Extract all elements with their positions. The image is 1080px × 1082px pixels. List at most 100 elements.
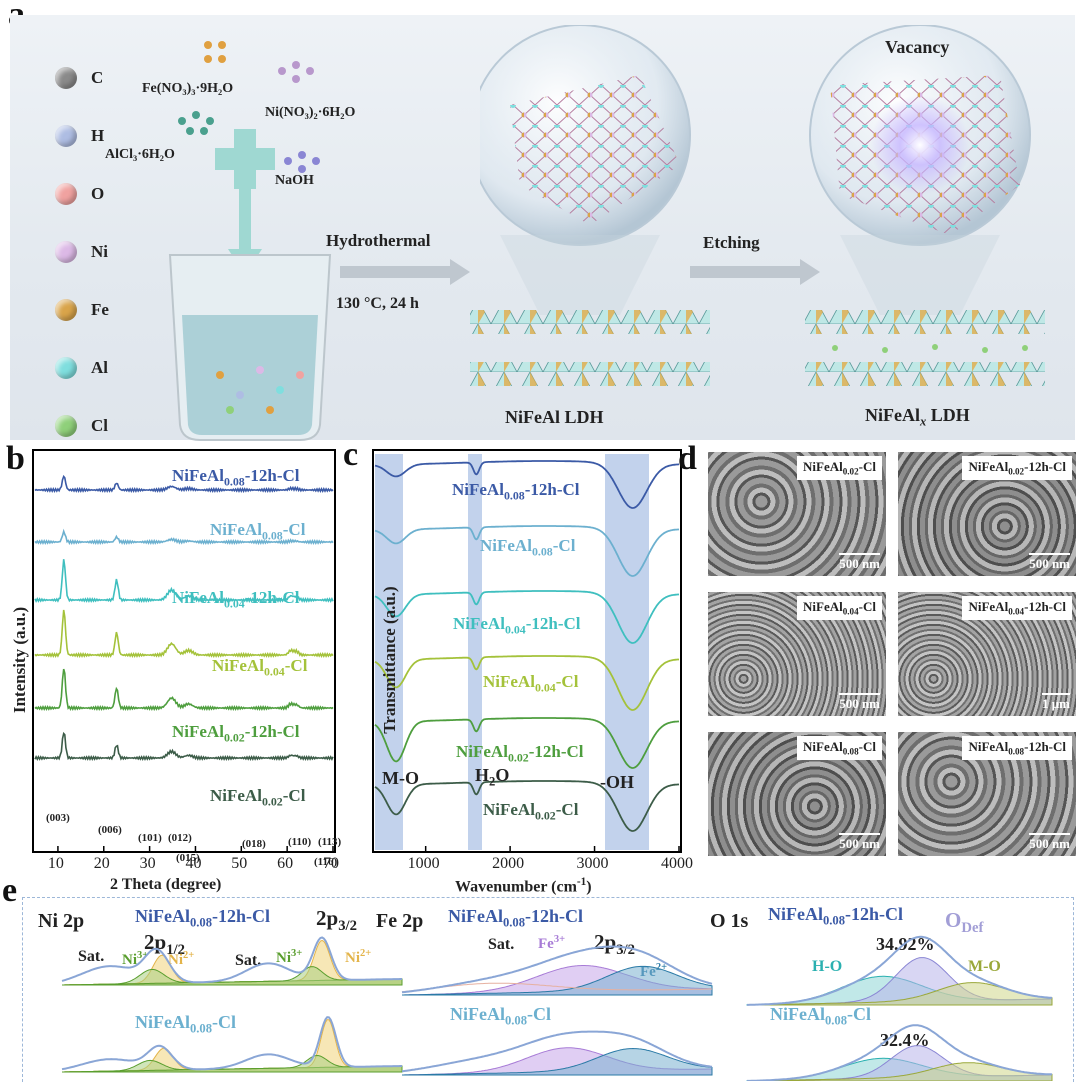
legend-item-ni: Ni xyxy=(55,239,108,265)
ftir-xtick-label: 4000 xyxy=(661,855,693,872)
ftir-series-label: NiFeAl0.04-12h-Cl xyxy=(453,614,581,637)
xps-ni2-2: Ni2+ xyxy=(345,948,372,966)
xrd-xtick-label: 60 xyxy=(277,855,294,872)
ftir-xtick-label: 3000 xyxy=(576,855,609,872)
xps-fe-title: Fe 2p xyxy=(376,910,424,932)
xrd-series-line xyxy=(34,731,334,762)
panel-label-d: d xyxy=(678,440,697,477)
legend-label: H xyxy=(91,126,105,145)
ftir-series-line xyxy=(374,717,680,769)
xrd-series-label: NiFeAl0.08-Cl xyxy=(210,520,306,543)
xrd-ylabel: Intensity (a.u.) xyxy=(10,606,29,714)
xrd-xtick-label: 70 xyxy=(323,855,339,872)
step-hydrothermal: Hydrothermal xyxy=(326,231,431,250)
xrd-peak-label: (006) xyxy=(98,824,122,836)
ftir-chart xyxy=(372,449,682,853)
ftir-series-label: NiFeAl0.02-12h-Cl xyxy=(456,742,584,765)
reagent-fe-nitrate: Fe(NO₃)₃·9H₂O xyxy=(142,81,234,96)
xrd-series-line xyxy=(34,559,334,604)
xps-curve xyxy=(747,1024,1053,1081)
plus-arrow-icon xyxy=(215,129,275,275)
ftir-band-oh: -OH xyxy=(600,772,634,792)
sem-scale-bar: 500 nm xyxy=(839,833,880,852)
xps-o-def: ODef xyxy=(945,908,984,937)
xrd-peak-label: (003) xyxy=(46,812,70,824)
legend-item-cl: Cl xyxy=(55,413,108,439)
xps-ni-sample-top: NiFeAl0.08-12h-Cl xyxy=(135,906,271,930)
xps-o-title: O 1s xyxy=(710,910,749,932)
xps-ni-2p32: 2p3/2 xyxy=(316,906,357,935)
xps-curve xyxy=(61,936,402,984)
xps-spectra xyxy=(61,935,1053,1081)
xrd-peak-label: (012) xyxy=(168,832,192,844)
xps-ni-sat-2: Sat. xyxy=(235,952,262,969)
xrd-series-label: NiFeAl0.02-Cl xyxy=(210,786,306,809)
xps-fe-sample-top: NiFeAl0.08-12h-Cl xyxy=(448,906,584,930)
step-hydrothermal-condition: 130 °C, 24 h xyxy=(336,295,419,312)
xrd-peak-label: (110) xyxy=(288,836,312,848)
sem-scale-bar: 500 nm xyxy=(1029,833,1070,852)
xps-o-sample-top: NiFeAl0.08-12h-Cl xyxy=(768,904,904,928)
legend-item-fe: Fe xyxy=(55,297,109,323)
sem-image: NiFeAl0.02-12h-Cl 500 nm xyxy=(898,452,1076,576)
reagent-ni-nitrate: Ni(NO₃)₂·6H₂O xyxy=(265,105,356,120)
ftir-series-label: NiFeAl0.08-12h-Cl xyxy=(452,480,580,503)
sem-sample-label: NiFeAl0.02-Cl xyxy=(797,456,882,480)
xps-curve xyxy=(401,945,713,994)
xrd-xtick-label: 30 xyxy=(139,855,156,872)
atom-ball-icon xyxy=(55,299,77,321)
xps-o-sample-bottom: NiFeAl0.08-Cl xyxy=(770,1004,872,1028)
panel-label-b: b xyxy=(6,440,25,477)
xrd-peak-label: (116) xyxy=(314,856,338,868)
panel-label-e: e xyxy=(2,872,18,909)
xrd-peak-label: (113) xyxy=(318,836,342,848)
panel-e-xps xyxy=(22,897,1074,1082)
xrd-series-label: NiFeAl0.04-12h-Cl xyxy=(172,588,300,611)
legend-label: Al xyxy=(91,358,108,377)
reagent-particles xyxy=(178,41,320,173)
xps-fe-sample-bottom: NiFeAl0.08-Cl xyxy=(450,1004,552,1028)
ftir-series-line xyxy=(374,590,680,644)
product-nifealx-ldh: NiFeAlx LDH xyxy=(865,405,970,429)
ftir-series-line xyxy=(374,780,680,832)
sem-image: NiFeAl0.02-Cl 500 nm xyxy=(708,452,886,576)
xps-curve xyxy=(401,1030,713,1073)
legend-item-c: C xyxy=(55,65,103,91)
xps-o-ho: H-O xyxy=(812,958,843,975)
atom-ball-icon xyxy=(55,241,77,263)
xps-ni3-1: Ni3+ xyxy=(122,950,149,968)
xrd-series-label: NiFeAl0.02-12h-Cl xyxy=(172,722,300,745)
step-etching: Etching xyxy=(703,233,760,252)
ftir-xlabel: Wavenumber (cm-1) xyxy=(455,876,592,896)
panel-a-schematic: C H O Ni Fe Al Cl Fe(NO₃)₃·9H₂O Ni(NO₃)₂·6H₂O … xyxy=(10,15,1075,441)
xrd-xtick-label: 40 xyxy=(185,855,202,872)
xps-fe3: Fe3+ xyxy=(538,934,566,952)
ldh-layers xyxy=(470,310,1045,386)
sem-scale-bar: 1 μm xyxy=(1042,693,1070,712)
vacancy-label: Vacancy xyxy=(885,37,950,57)
sem-scale-bar: 500 nm xyxy=(839,553,880,572)
xrd-xtick-label: 20 xyxy=(93,855,110,872)
sem-scale-bar: 500 nm xyxy=(1029,553,1070,572)
beaker-icon xyxy=(168,254,332,441)
ftir-series-label: NiFeAl0.02-Cl xyxy=(483,800,579,823)
ftir-ylabel: Transmittance (a.u.) xyxy=(380,586,399,734)
ftir-band-mo: M-O xyxy=(382,768,419,788)
sem-image: NiFeAl0.08-12h-Cl 500 nm xyxy=(898,732,1076,856)
ftir-series-line xyxy=(374,655,679,711)
xrd-series-line xyxy=(34,668,334,712)
xps-curve xyxy=(402,1047,713,1076)
legend-label: Fe xyxy=(91,300,109,319)
sem-sample-label: NiFeAl0.02-12h-Cl xyxy=(962,456,1072,480)
xrd-peak-label: (015) xyxy=(176,852,200,864)
legend-label: O xyxy=(91,184,105,203)
xrd-peak-label: (018) xyxy=(242,838,266,850)
sem-sample-label: NiFeAl0.08-Cl xyxy=(797,736,882,760)
legend-label: Ni xyxy=(91,242,108,261)
sem-sample-label: NiFeAl0.08-12h-Cl xyxy=(962,736,1072,760)
structure-bubbles xyxy=(480,25,1031,315)
sem-scale-bar: 500 nm xyxy=(839,693,880,712)
atom-ball-icon xyxy=(55,125,77,147)
legend-label: Cl xyxy=(91,416,108,435)
xps-fe-sat: Sat. xyxy=(488,936,515,953)
